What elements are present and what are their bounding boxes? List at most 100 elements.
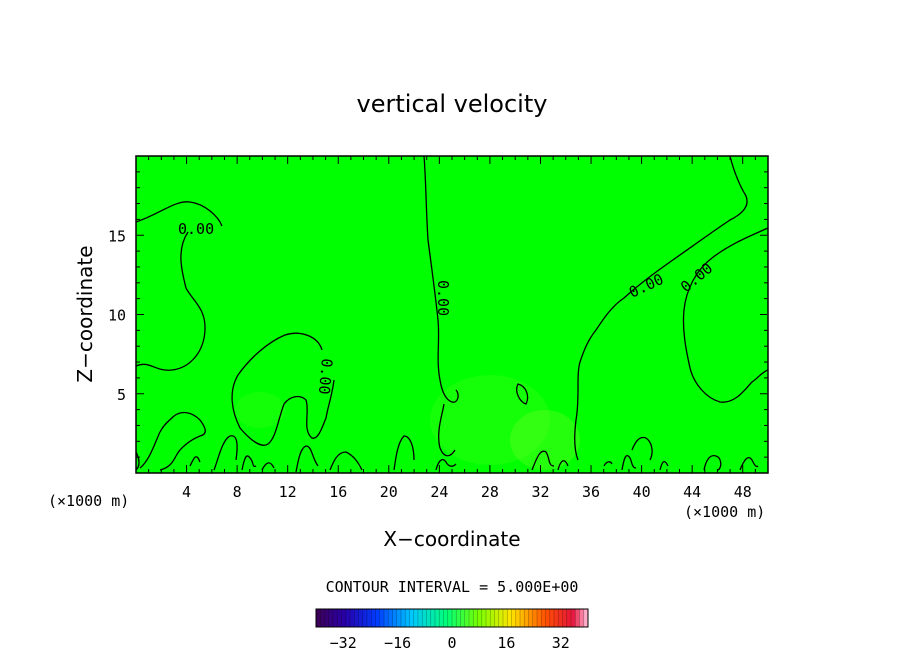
colorbar-cell — [328, 609, 334, 627]
colorbar-cell — [413, 609, 419, 627]
colorbar-tick-label: 16 — [497, 634, 515, 652]
colorbar-cell — [333, 609, 338, 627]
colorbar-cell — [401, 609, 406, 627]
x-tick-label: 28 — [481, 483, 499, 501]
contour-label: 0.00 — [315, 358, 336, 396]
colorbar-cell — [439, 609, 444, 627]
field-patch — [510, 410, 580, 470]
colorbar-cell — [549, 609, 555, 627]
colorbar-cell — [473, 609, 478, 627]
colorbar-cell — [528, 609, 534, 627]
x-tick-label: 16 — [329, 483, 347, 501]
colorbar-cell — [469, 609, 474, 627]
colorbar-cell — [554, 609, 559, 627]
x-axis: 4 8 12 16 20 24 28 32 36 40 44 48 — [148, 156, 756, 501]
colorbar-cell — [477, 609, 483, 627]
colorbar-tick-label: 32 — [552, 634, 570, 652]
y-axis-label: Z−coordinate — [73, 245, 97, 382]
colorbar — [315, 608, 589, 628]
colorbar-cell — [524, 609, 529, 627]
y-axis: 5 10 15 — [108, 171, 768, 458]
colorbar-cell — [456, 609, 461, 627]
colorbar-cell — [511, 609, 517, 627]
colorbar-cell — [405, 609, 410, 627]
colorbar-cell — [375, 609, 381, 627]
x-tick-label: 4 — [182, 483, 191, 501]
colorbar-ticks: −32 −16 0 16 32 — [330, 634, 570, 652]
colorbar-cell — [358, 609, 364, 627]
colorbar-cell — [545, 609, 551, 627]
colorbar-cell — [350, 609, 355, 627]
colorbar-cell — [320, 609, 325, 627]
colorbar-cell — [388, 609, 393, 627]
contour-interval-text: CONTOUR INTERVAL = 5.000E+00 — [326, 578, 579, 596]
colorbar-tick-label: 0 — [447, 634, 456, 652]
colorbar-cell — [379, 609, 385, 627]
colorbar-cell — [498, 609, 504, 627]
colorbar-cell — [494, 609, 500, 627]
colorbar-cell — [422, 609, 427, 627]
colorbar-cell — [481, 609, 487, 627]
colorbar-cell — [392, 609, 398, 627]
colorbar-cell — [341, 609, 347, 627]
field-patch — [430, 375, 550, 465]
y-tick-label: 5 — [117, 386, 126, 404]
x-axis-label: X−coordinate — [383, 527, 520, 551]
x-tick-label: 24 — [430, 483, 448, 501]
field-patch — [235, 392, 285, 428]
colorbar-cell — [354, 609, 359, 627]
plot-area — [136, 156, 768, 473]
colorbar-cell — [371, 609, 376, 627]
colorbar-cell — [345, 609, 351, 627]
colorbar-cell — [418, 609, 423, 627]
colorbar-cell — [384, 609, 389, 627]
colorbar-cell — [464, 609, 470, 627]
colorbar-cell — [579, 609, 585, 627]
colorbar-tick-label: −16 — [384, 634, 411, 652]
x-tick-label: 32 — [531, 483, 549, 501]
colorbar-cell — [507, 609, 512, 627]
colorbar-cell — [396, 609, 402, 627]
colorbar-cell — [409, 609, 415, 627]
colorbar-cell — [430, 609, 436, 627]
contour-lines — [135, 155, 769, 473]
colorbar-cell — [532, 609, 538, 627]
colorbar-cell — [562, 609, 568, 627]
contour-label: 0.00 — [178, 220, 214, 238]
colorbar-cell — [426, 609, 432, 627]
x-tick-label: 8 — [233, 483, 242, 501]
colorbar-cell — [316, 609, 321, 627]
x-unit-label-right: (×1000 m) — [684, 503, 765, 521]
x-tick-label: 20 — [380, 483, 398, 501]
y-tick-label: 15 — [108, 227, 126, 245]
colorbar-cell — [447, 609, 453, 627]
colorbar-cell — [443, 609, 449, 627]
colorbar-cell — [337, 609, 342, 627]
colorbar-cell — [324, 609, 330, 627]
colorbar-cell — [571, 609, 576, 627]
colorbar-cell — [541, 609, 546, 627]
y-tick-label: 10 — [108, 307, 126, 325]
x-tick-label: 40 — [633, 483, 651, 501]
colorbar-tick-label: −32 — [330, 634, 357, 652]
colorbar-cell — [362, 609, 368, 627]
colorbar-cell — [566, 609, 572, 627]
colorbar-cell — [583, 609, 589, 627]
colorbar-cell — [460, 609, 466, 627]
colorbar-cell — [558, 609, 563, 627]
colorbar-cell — [367, 609, 372, 627]
x-tick-label: 44 — [683, 483, 701, 501]
x-tick-label: 36 — [582, 483, 600, 501]
colorbar-cell — [515, 609, 521, 627]
colorbar-cell — [486, 609, 491, 627]
colorbar-cell — [435, 609, 440, 627]
x-tick-label: 12 — [279, 483, 297, 501]
chart-title: vertical velocity — [357, 90, 548, 118]
x-tick-label: 48 — [734, 483, 752, 501]
colorbar-cell — [537, 609, 542, 627]
contour-label: 0.00 — [434, 280, 452, 316]
colorbar-cell — [490, 609, 495, 627]
colorbar-cell — [503, 609, 508, 627]
colorbar-frame — [315, 608, 589, 628]
